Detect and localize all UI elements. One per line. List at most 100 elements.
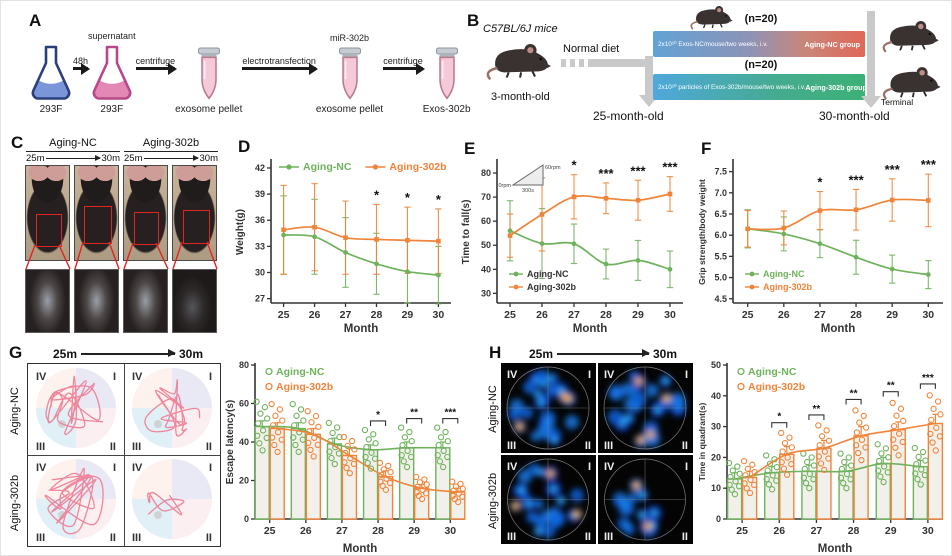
terminal-label: Terminal bbox=[881, 97, 914, 107]
svg-text:39: 39 bbox=[255, 189, 265, 199]
svg-text:26: 26 bbox=[773, 525, 785, 537]
svg-text:25: 25 bbox=[264, 525, 276, 537]
svg-text:Aging-NC: Aging-NC bbox=[303, 161, 352, 173]
svg-text:Month: Month bbox=[343, 543, 377, 555]
svg-text:II: II bbox=[682, 531, 688, 543]
svg-text:28: 28 bbox=[600, 309, 612, 321]
panel-d-letter: D bbox=[238, 137, 251, 156]
svg-text:IV: IV bbox=[36, 462, 47, 474]
row-label-aging-nc: Aging-NC bbox=[487, 385, 499, 433]
svg-text:30: 30 bbox=[664, 309, 676, 321]
aging-302b-group-bar: 2x10¹⁰ particles of Exos-302b/mouse/two … bbox=[653, 74, 867, 100]
svg-text:30: 30 bbox=[255, 268, 265, 278]
svg-text:26: 26 bbox=[536, 309, 548, 321]
svg-text:*: * bbox=[376, 410, 380, 421]
svg-text:29: 29 bbox=[402, 309, 414, 321]
timeline-arrow-25mo bbox=[639, 56, 659, 107]
age-25-label: 25-month-old bbox=[593, 109, 664, 123]
dose-302b-label: 2x10¹⁰ particles of Exos-302b/mouse/two … bbox=[658, 84, 806, 91]
svg-text:60rpm: 60rpm bbox=[545, 165, 561, 171]
group-nc-header: Aging-NC bbox=[49, 137, 97, 149]
svg-text:***: *** bbox=[630, 163, 646, 178]
panel-g-maze-traces: G 25m 30m Aging-NC Aging-302b IV I III II IV… bbox=[1, 341, 247, 555]
svg-text:Aging-NC: Aging-NC bbox=[527, 269, 569, 279]
tube-exos-302b: Exos-302b bbox=[423, 25, 471, 117]
svg-text:29: 29 bbox=[408, 525, 420, 537]
tube-exosome-pellet-1: exosome pellet bbox=[175, 25, 242, 117]
diet-arrow-shaft bbox=[593, 59, 649, 67]
svg-text:II: II bbox=[682, 440, 688, 452]
svg-text:5.0: 5.0 bbox=[714, 273, 727, 283]
svg-text:Aging-302b: Aging-302b bbox=[389, 161, 446, 173]
timeline-302b: 25m 30m bbox=[124, 151, 218, 164]
svg-text:25: 25 bbox=[504, 309, 516, 321]
svg-text:IV: IV bbox=[132, 371, 143, 383]
tube-label: Exos-302b bbox=[422, 104, 471, 115]
svg-text:6.0: 6.0 bbox=[714, 230, 727, 240]
zoom-region-box bbox=[36, 214, 62, 247]
svg-text:36: 36 bbox=[255, 215, 265, 225]
svg-text:4.5: 4.5 bbox=[714, 294, 727, 304]
svg-text:80: 80 bbox=[481, 168, 491, 178]
svg-text:III: III bbox=[36, 441, 45, 453]
weight-line-chart: 27 30 33 36 39 42 25 26 27 28 29 30 Month Weight(g) * *… bbox=[235, 159, 451, 335]
svg-text:80: 80 bbox=[239, 360, 249, 370]
svg-text:40: 40 bbox=[239, 437, 249, 447]
svg-text:IV: IV bbox=[132, 462, 143, 474]
time-in-quadrant-bar-chart: 0 10 20 30 40 50 25 26 27 28 29 30 Month Time in quad… bbox=[697, 360, 944, 555]
tube-icon bbox=[197, 47, 220, 100]
zoom-region-box bbox=[84, 206, 112, 244]
svg-text:30: 30 bbox=[711, 422, 721, 432]
fur-closeup-302b-25m bbox=[123, 269, 168, 333]
svg-text:25: 25 bbox=[736, 525, 748, 537]
svg-text:Aging-NC: Aging-NC bbox=[748, 366, 797, 378]
svg-text:50: 50 bbox=[481, 240, 491, 250]
svg-text:II: II bbox=[206, 532, 212, 544]
zoom-connector-lines bbox=[25, 241, 218, 270]
strain-label: C57BL/6J mice bbox=[483, 23, 558, 35]
timeline-nc: 25m 30m bbox=[26, 151, 120, 164]
svg-text:**: ** bbox=[410, 408, 418, 419]
svg-text:*: * bbox=[777, 412, 781, 423]
svg-text:***: *** bbox=[598, 166, 614, 181]
flask-blue-icon bbox=[31, 45, 71, 100]
svg-text:30: 30 bbox=[922, 309, 934, 321]
svg-text:10: 10 bbox=[711, 483, 721, 493]
svg-text:IV: IV bbox=[507, 461, 518, 473]
svg-text:I: I bbox=[588, 369, 591, 381]
fur-closeup-nc-25m bbox=[25, 269, 70, 333]
svg-text:27: 27 bbox=[811, 525, 823, 537]
svg-text:III: III bbox=[604, 531, 613, 543]
flask-label: 293F bbox=[100, 104, 124, 115]
arrow-icon bbox=[81, 349, 176, 358]
diet-dashes bbox=[561, 59, 593, 67]
svg-text:I: I bbox=[685, 461, 688, 473]
svg-text:I: I bbox=[588, 461, 591, 473]
arrow-icon bbox=[46, 155, 101, 161]
svg-text:30: 30 bbox=[444, 525, 456, 537]
arrow-electrotransfection: electrotransfection bbox=[242, 56, 318, 74]
flask-293f: 293F bbox=[29, 25, 73, 117]
svg-text:Month: Month bbox=[821, 323, 855, 335]
aging-nc-group-bar: 2x10¹⁰ Exos-NC/mouse/two weeks, i.v. Agi… bbox=[653, 31, 865, 57]
svg-text:28: 28 bbox=[372, 525, 384, 537]
svg-text:***: *** bbox=[848, 172, 864, 187]
svg-text:III: III bbox=[36, 532, 45, 544]
svg-text:**: ** bbox=[813, 404, 821, 415]
flask-pink-icon bbox=[92, 45, 132, 100]
svg-text:Aging-NC: Aging-NC bbox=[276, 366, 325, 378]
svg-text:0: 0 bbox=[244, 514, 249, 524]
svg-text:II: II bbox=[110, 441, 116, 453]
arrow-icon bbox=[135, 63, 177, 74]
svg-text:IV: IV bbox=[507, 369, 518, 381]
svg-text:5.5: 5.5 bbox=[714, 251, 727, 261]
svg-text:**: ** bbox=[887, 381, 895, 392]
rotarod-line-chart: 30 40 50 60 70 80 25 26 27 28 29 30 Month Time to fal… bbox=[461, 158, 683, 335]
arrow-centrifuge-2: centrifuge bbox=[383, 56, 425, 74]
svg-text:0rpm: 0rpm bbox=[498, 183, 511, 189]
svg-text:Month: Month bbox=[344, 323, 378, 335]
